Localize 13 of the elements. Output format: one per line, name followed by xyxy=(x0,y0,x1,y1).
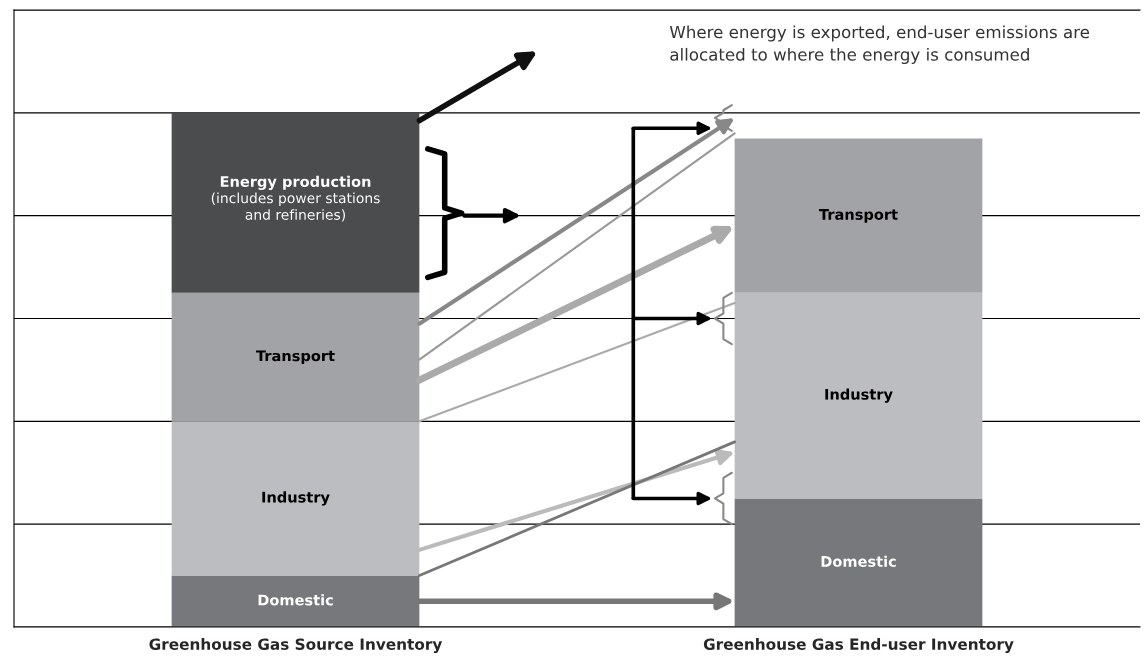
bar xyxy=(734,292,983,499)
text: Industry xyxy=(825,388,893,403)
series-label: Domestic xyxy=(258,594,333,606)
series-label: Industry xyxy=(262,491,330,506)
series-label: Energy production xyxy=(220,175,371,190)
x-tick-label: Greenhouse Gas End-user Inventory xyxy=(703,638,1014,654)
text: Where energy is exported, end-user emissions are allocated to where the energy is consumed xyxy=(669,25,1090,65)
annotation: (includes power stations and refineries) xyxy=(211,192,380,222)
x-tick-label: Greenhouse Gas Source Inventory xyxy=(149,638,443,654)
series-label: Transport xyxy=(256,350,335,365)
text: Domestic xyxy=(821,555,896,567)
text: Transport xyxy=(819,209,898,223)
bar xyxy=(734,498,983,627)
